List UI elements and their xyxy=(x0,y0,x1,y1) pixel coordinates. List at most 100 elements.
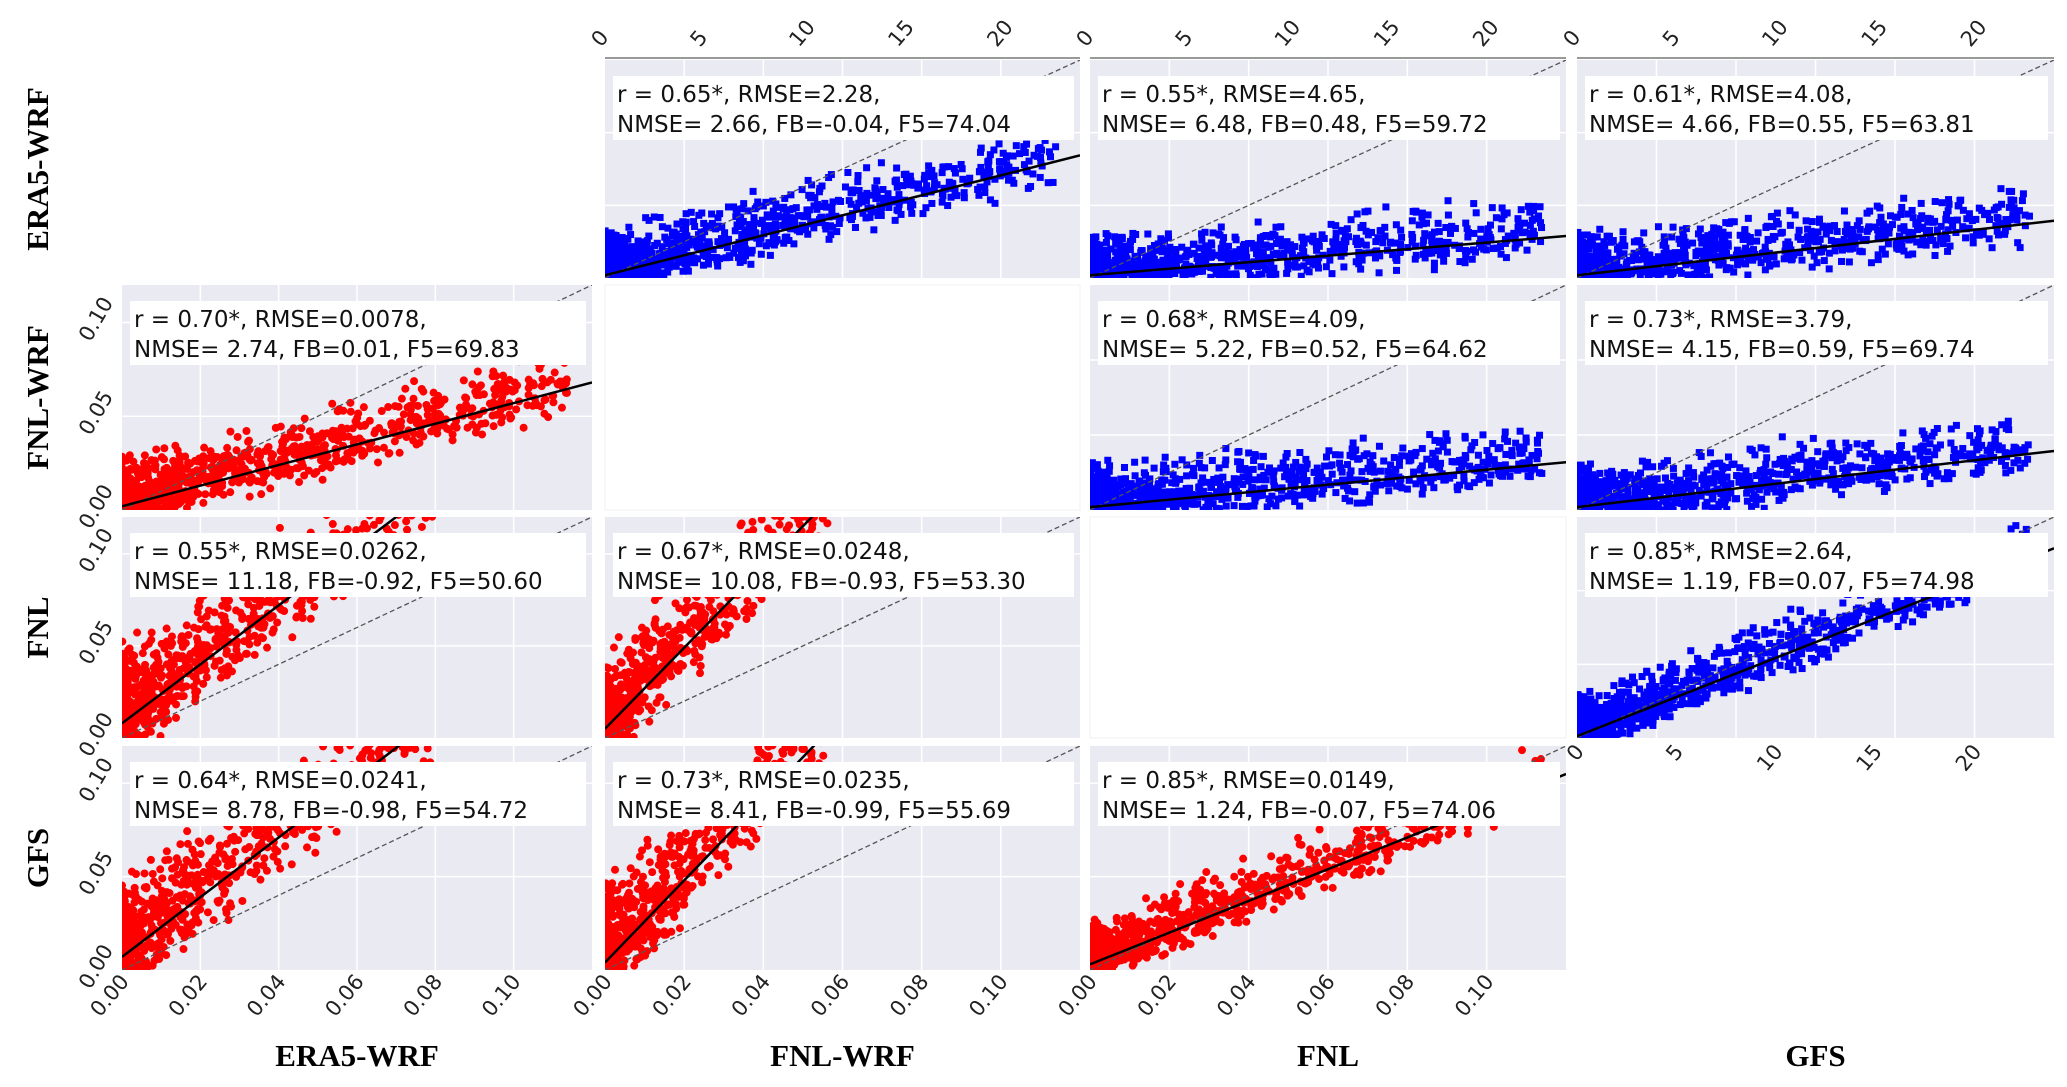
data-point xyxy=(1597,261,1605,269)
data-point xyxy=(1808,263,1816,271)
data-point xyxy=(1343,225,1351,233)
data-point xyxy=(397,394,406,403)
data-point xyxy=(1654,223,1662,231)
top-tick-label: 15 xyxy=(883,15,919,51)
data-point xyxy=(1214,474,1222,482)
data-point xyxy=(529,381,538,390)
data-point xyxy=(1221,461,1229,469)
data-point xyxy=(1744,214,1752,222)
data-point xyxy=(997,157,1005,165)
data-point xyxy=(854,178,862,186)
data-point xyxy=(1694,230,1702,238)
data-point xyxy=(492,410,501,419)
data-point xyxy=(793,226,801,234)
data-point xyxy=(1881,250,1889,258)
data-point xyxy=(685,238,693,246)
data-point xyxy=(1110,488,1118,496)
data-point xyxy=(866,191,874,199)
data-point xyxy=(626,254,634,262)
data-point xyxy=(1404,452,1412,460)
data-point xyxy=(199,452,208,461)
data-point xyxy=(1863,227,1871,235)
data-point xyxy=(607,246,615,254)
data-point xyxy=(862,197,870,205)
data-point xyxy=(1465,228,1473,236)
data-point xyxy=(346,407,355,416)
data-point xyxy=(557,403,566,412)
data-point xyxy=(610,256,618,264)
data-point xyxy=(1110,482,1118,490)
data-point xyxy=(1489,440,1497,448)
data-point xyxy=(172,470,181,479)
data-point xyxy=(1159,488,1167,496)
data-point xyxy=(125,451,134,460)
data-point xyxy=(1419,250,1427,258)
data-point xyxy=(1596,225,1604,233)
data-point xyxy=(1462,219,1470,227)
data-point xyxy=(1603,232,1611,240)
data-point xyxy=(1332,222,1340,230)
data-point xyxy=(1005,176,1013,184)
data-point xyxy=(1021,149,1029,157)
data-point xyxy=(1467,446,1475,454)
data-point xyxy=(1398,452,1406,460)
data-point xyxy=(538,374,547,383)
data-point xyxy=(1440,476,1448,484)
data-point xyxy=(1430,228,1438,236)
data-point xyxy=(874,212,882,220)
data-point xyxy=(1120,464,1128,472)
bottom-tick-label: 0.06 xyxy=(806,970,854,1021)
data-point xyxy=(1822,450,1830,458)
data-point xyxy=(1152,488,1160,496)
data-point xyxy=(145,484,154,493)
data-point xyxy=(1460,477,1468,485)
data-point xyxy=(1120,504,1128,510)
data-point xyxy=(1408,217,1416,225)
data-point xyxy=(1520,445,1528,453)
data-point xyxy=(1430,484,1438,492)
data-point xyxy=(1615,263,1623,271)
data-point xyxy=(1840,207,1848,215)
data-point xyxy=(682,210,690,218)
data-point xyxy=(1972,470,1980,478)
data-point xyxy=(129,457,138,466)
data-point xyxy=(1530,207,1538,215)
data-point xyxy=(1826,222,1834,230)
data-point xyxy=(1285,242,1293,250)
data-point xyxy=(1272,223,1280,231)
data-point xyxy=(1472,248,1480,256)
data-point xyxy=(1113,254,1121,262)
data-point xyxy=(1171,488,1179,496)
data-point xyxy=(740,200,748,208)
data-point xyxy=(1456,456,1464,464)
data-point xyxy=(1676,240,1684,248)
data-point xyxy=(1266,270,1274,278)
data-point xyxy=(786,220,794,228)
data-point xyxy=(1945,475,1953,483)
data-point xyxy=(885,203,893,211)
data-point xyxy=(1944,207,1952,215)
data-point xyxy=(1338,468,1346,476)
data-point xyxy=(1250,244,1258,252)
bottom-tick-label: 0.10 xyxy=(477,970,525,1021)
data-point xyxy=(147,456,156,465)
data-point xyxy=(1853,222,1861,230)
data-point xyxy=(1390,454,1398,462)
data-point xyxy=(1231,258,1239,266)
data-point xyxy=(1280,252,1288,260)
data-point xyxy=(1421,254,1429,262)
data-point xyxy=(683,263,691,271)
data-point xyxy=(1820,462,1828,470)
data-point xyxy=(1398,484,1406,492)
data-point xyxy=(1894,238,1902,246)
data-point xyxy=(1330,249,1338,257)
data-point xyxy=(1347,476,1355,484)
data-point xyxy=(1303,460,1311,468)
data-point xyxy=(742,252,750,260)
data-point xyxy=(1418,445,1426,453)
data-point xyxy=(2001,230,2009,238)
data-point xyxy=(870,226,878,234)
data-point xyxy=(847,200,855,208)
data-point xyxy=(1619,235,1627,243)
data-point xyxy=(1658,267,1666,275)
